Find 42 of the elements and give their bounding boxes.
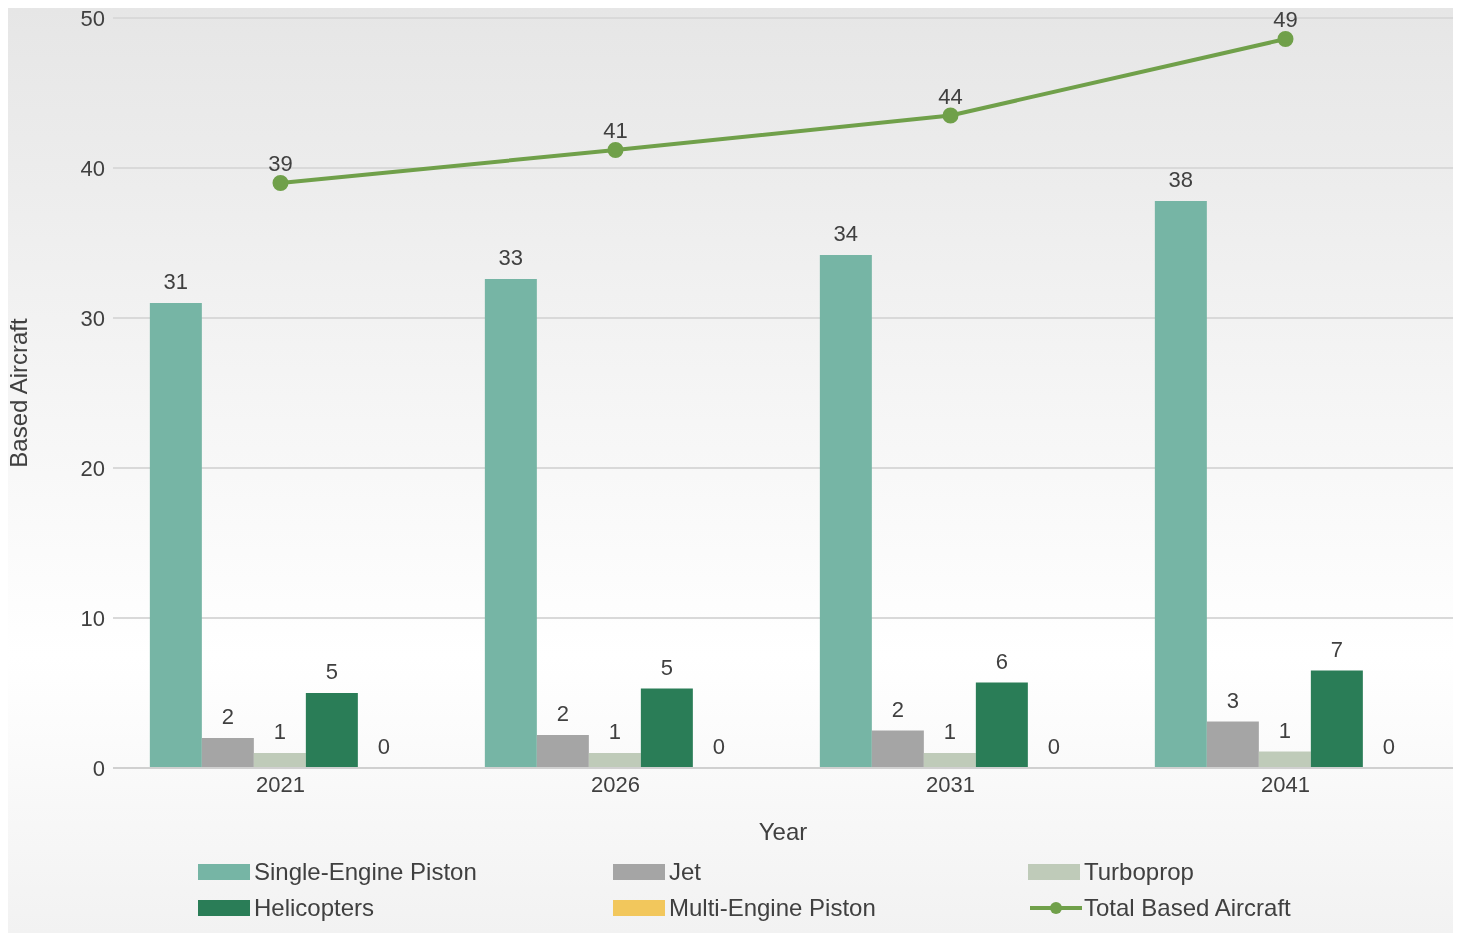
- legend-label: Total Based Aircraft: [1084, 894, 1291, 922]
- data-label: 39: [268, 151, 293, 176]
- data-label: 0: [377, 733, 390, 759]
- y-tick-label: 40: [80, 155, 105, 181]
- x-tick-label: 2041: [1261, 771, 1310, 797]
- data-label: 1: [273, 719, 286, 744]
- data-label: 2: [891, 696, 904, 722]
- data-label: 2: [556, 701, 569, 726]
- y-tick-label: 50: [80, 5, 105, 31]
- data-label: 41: [603, 118, 628, 143]
- data-label: 5: [325, 659, 338, 684]
- y-tick-label: 10: [80, 605, 105, 631]
- data-label: 2: [221, 704, 234, 729]
- legend-label: Jet: [669, 858, 702, 886]
- legend-label: Multi-Engine Piston: [669, 894, 876, 922]
- data-label: 34: [833, 221, 859, 246]
- y-tick-label: 0: [92, 755, 105, 781]
- data-label: 0: [1382, 733, 1395, 759]
- x-tick-label: 2021: [256, 771, 305, 797]
- data-label: 31: [163, 269, 189, 294]
- data-label: 6: [995, 648, 1008, 674]
- data-label: 7: [1330, 636, 1343, 662]
- data-label: 0: [712, 733, 725, 759]
- data-label: 33: [498, 245, 524, 270]
- x-axis-title: Year: [758, 818, 808, 845]
- data-label: 1: [1278, 717, 1291, 743]
- y-axis-title: Based Aircraft: [4, 317, 32, 468]
- data-label: 1: [608, 719, 621, 744]
- legend-label: Single-Engine Piston: [254, 858, 477, 886]
- y-tick-label: 20: [80, 455, 105, 481]
- data-label: 5: [660, 654, 673, 680]
- data-label: 44: [938, 83, 963, 109]
- y-tick-label: 30: [80, 305, 105, 331]
- legend-label: Turboprop: [1084, 858, 1194, 886]
- x-tick-label: 2031: [926, 771, 975, 797]
- x-tick-label: 2026: [591, 771, 640, 797]
- data-label: 38: [1168, 167, 1194, 192]
- data-label: 49: [1273, 7, 1298, 32]
- data-label: 3: [1226, 687, 1239, 713]
- data-label: 1: [943, 719, 956, 744]
- legend-label: Helicopters: [254, 894, 375, 922]
- data-label: 0: [1047, 733, 1060, 759]
